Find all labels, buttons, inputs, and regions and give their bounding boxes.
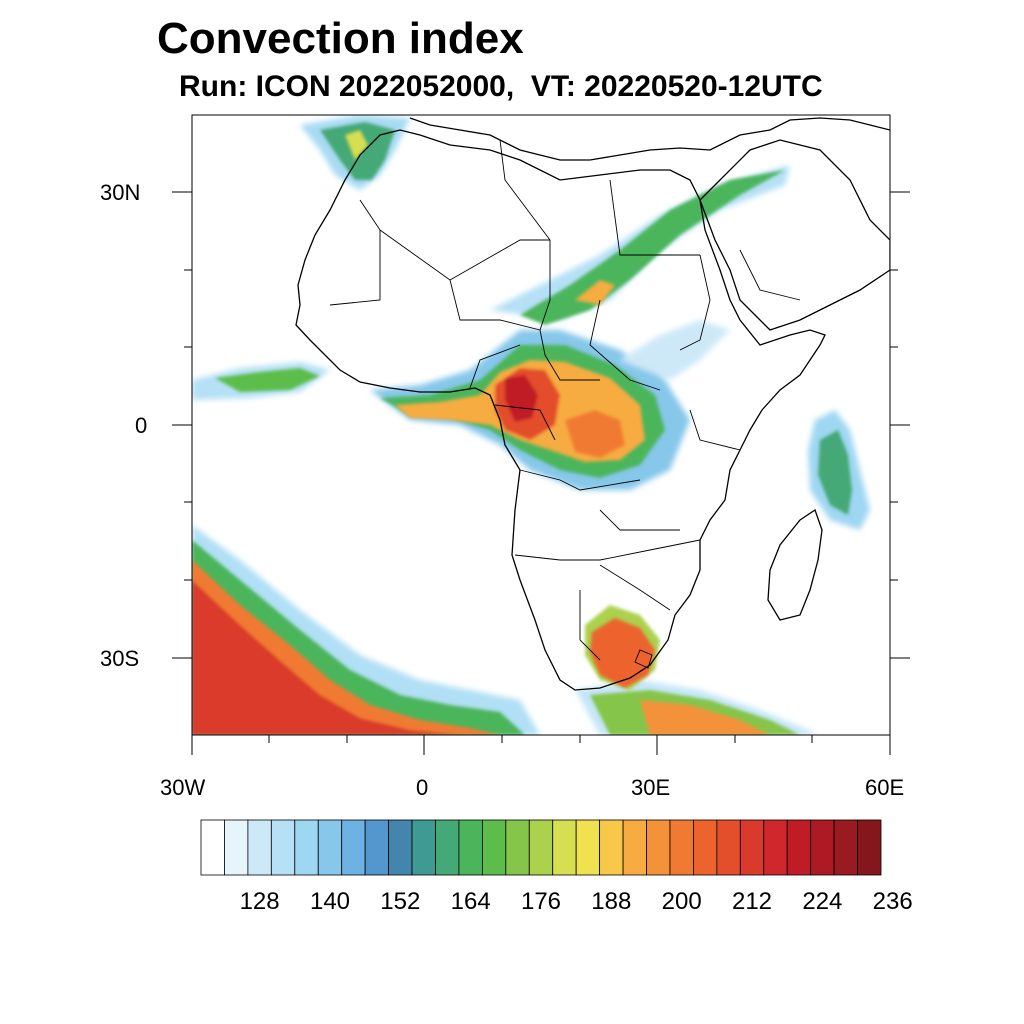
lon-label-30w: 30W: [160, 775, 206, 800]
x-minor-ticks: [268, 735, 813, 743]
lon-label-60e: 60E: [865, 775, 905, 800]
colorbar-tick-label: 212: [731, 888, 773, 915]
axis-ticks: [172, 191, 910, 755]
colorbar-swatch: [763, 819, 788, 876]
border-3: [449, 279, 541, 331]
field-south-atlantic-red: [192, 580, 460, 735]
colorbar-swatch: [599, 819, 624, 876]
colorbar-swatch: [435, 819, 460, 876]
colorbar-swatch: [388, 819, 413, 876]
colorbar-tick-label: 224: [802, 888, 843, 915]
border-18: [599, 509, 680, 531]
border-14: [634, 649, 653, 669]
country-borders: [329, 139, 801, 669]
colorbar-swatch: [810, 819, 835, 876]
border-12: [579, 590, 601, 661]
convection-field: [192, 115, 890, 735]
colorbar-swatch: [270, 819, 296, 876]
colorbar-swatch: [575, 819, 601, 876]
colorbar-tick-label: 152: [380, 888, 421, 915]
border-15: [469, 344, 521, 389]
coastlines: [295, 117, 890, 691]
border-5: [499, 139, 551, 241]
field-south-africa-core: [590, 618, 655, 688]
x-major-ticks: [191, 735, 891, 755]
colorbar-swatch: [411, 819, 436, 876]
colorbar-swatch: [317, 819, 343, 876]
field-congo-hotspot: [505, 375, 538, 422]
border-10: [519, 469, 641, 491]
border-19: [739, 249, 801, 301]
border-16: [494, 404, 556, 441]
chart-subtitle: Run: ICON 2022052000, VT: 20220520-12UTC: [179, 70, 823, 103]
colorbar-swatch: [200, 819, 225, 876]
madagascar-coastline: [767, 508, 823, 621]
arabia-coastline: [699, 139, 890, 331]
border-8: [679, 254, 711, 351]
colorbar-tick-label: 128: [239, 888, 280, 915]
colorbar-swatch: [224, 819, 249, 876]
colorbar-swatch: [646, 819, 671, 876]
colorbar-tick-label: 164: [450, 888, 491, 915]
border-2: [379, 229, 550, 281]
colorbar-swatch: [622, 819, 647, 876]
colorbar-swatch: [505, 819, 530, 876]
colorbar-tick-label: 188: [591, 888, 632, 915]
border-1: [329, 199, 381, 306]
chart-title: Convection index: [157, 14, 524, 63]
colorbar-swatch: [247, 819, 272, 876]
colorbar-swatch: [857, 819, 882, 876]
lat-label-30n: 30N: [100, 180, 141, 205]
colorbar-swatch: [693, 819, 718, 876]
y-minor-ticks: [184, 269, 898, 581]
colorbar-tick-label: 176: [520, 888, 562, 915]
colorbar-swatch: [364, 819, 389, 876]
lat-label-0: 0: [135, 413, 148, 438]
colorbar-swatch: [341, 819, 366, 876]
africa-coastline: [295, 129, 826, 691]
field-nw-africa-core: [345, 130, 368, 160]
colorbar-tick-label: 236: [872, 888, 913, 915]
border-11: [514, 539, 701, 561]
colorbar-swatch: [739, 819, 765, 876]
colorbar-swatch: [458, 819, 483, 876]
colorbar-swatch: [786, 819, 812, 876]
border-4: [539, 240, 551, 356]
colorbar-swatch: [528, 819, 554, 876]
field-atlantic-itcz-mid: [215, 368, 320, 392]
border-6: [609, 179, 700, 256]
colorbar-tick-label: 200: [661, 888, 702, 915]
field-madagascar-mid: [818, 430, 852, 515]
field-east-congo-core: [565, 410, 625, 458]
border-17: [544, 354, 600, 381]
border-9: [689, 409, 741, 451]
colorbar-swatch: [552, 819, 577, 876]
field-east-africa-outer: [620, 320, 730, 380]
mediterranean-coast: [409, 117, 890, 161]
y-major-ticks: [172, 191, 910, 659]
colorbar-swatch: [833, 819, 858, 876]
lon-label-0: 0: [416, 775, 429, 800]
lat-label-30s: 30S: [100, 646, 140, 671]
colorbar-tick-label: 140: [309, 888, 351, 915]
colorbar-swatch: [669, 819, 694, 876]
lon-label-30e: 30E: [631, 775, 671, 800]
colorbar-swatch: [294, 819, 319, 876]
colorbar-swatch: [716, 819, 741, 876]
colorbar: [200, 819, 882, 876]
field-agulhas-core: [640, 700, 770, 735]
border-7: [589, 299, 661, 391]
field-sahara-arabia-mid: [520, 170, 785, 325]
field-sahara-arabia-core: [575, 280, 615, 305]
colorbar-swatch: [481, 819, 507, 876]
border-13: [599, 564, 671, 611]
